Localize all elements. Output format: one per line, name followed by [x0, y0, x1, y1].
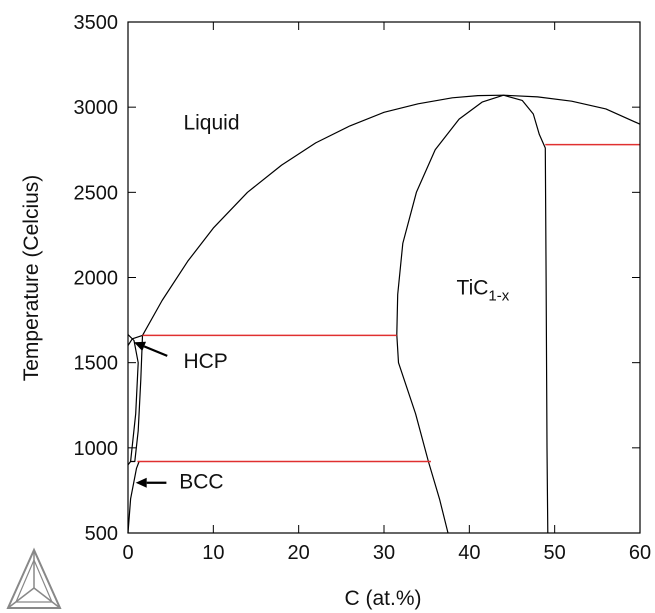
- plot-frame: [127, 21, 641, 534]
- y-tick-label: 2500: [74, 182, 119, 204]
- isotherm-lines: [137, 143, 640, 463]
- phase-label-tic: TiC1-x: [457, 277, 510, 305]
- phase-boundary-bcc-boundary: [127, 461, 140, 534]
- y-axis-title: Temperature (Celcius): [20, 175, 43, 382]
- x-tick-label: 30: [373, 542, 395, 564]
- phase-label-hcp: HCP: [183, 350, 227, 373]
- arrow-bcc: [135, 477, 167, 488]
- x-tick-label: 10: [202, 542, 224, 564]
- phase-label-bcc: BCC: [179, 471, 223, 494]
- phase-boundary-liquid-boundary-low: [127, 334, 143, 346]
- plot-area-border: [127, 21, 641, 534]
- plot-lines: [127, 94, 641, 534]
- phase-boundary-tic-carbon-poor-boundary: [396, 94, 504, 534]
- phase-boundary-hcp-solidus: [127, 335, 144, 466]
- x-tick-label: 40: [458, 542, 480, 564]
- y-tick-label: 1000: [74, 438, 119, 460]
- axis-ticks: [127, 21, 641, 534]
- y-tick-label: 3000: [74, 97, 119, 119]
- y-tick-label: 500: [85, 523, 118, 545]
- x-tick-label: 20: [288, 542, 310, 564]
- y-tick-label: 2000: [74, 268, 119, 290]
- phase-label-liquid: Liquid: [183, 111, 239, 134]
- x-axis-title: C (at.%): [344, 587, 421, 610]
- x-tick-label: 50: [544, 542, 566, 564]
- thermo-calc-logo-icon: [6, 547, 62, 609]
- annotation-arrows: [134, 341, 168, 488]
- y-tick-label: 3500: [74, 12, 119, 34]
- phase-boundary-tic-carbon-rich-boundary: [503, 94, 549, 534]
- phase-labels: Liquid TiC1-x HCP BCC: [179, 111, 510, 493]
- arrow-hcp: [134, 341, 168, 357]
- x-tick-label: 0: [122, 542, 133, 564]
- x-tick-label: 60: [629, 542, 651, 564]
- phase-boundary-liquidus: [141, 94, 641, 336]
- y-tick-label: 1500: [74, 353, 119, 375]
- tick-labels: 0 10 20 30 40 50 60 500 1000 1500 2000 2500 3000 3500: [74, 12, 652, 564]
